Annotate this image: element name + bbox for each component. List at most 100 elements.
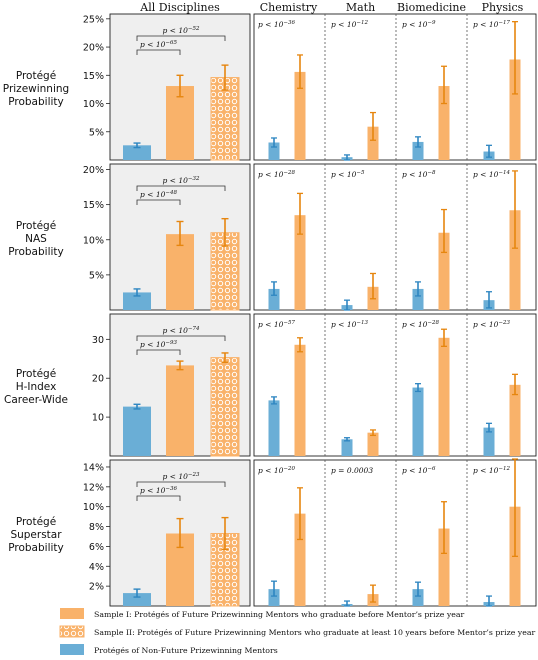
- discipline-pvalue: p < 10−28: [402, 320, 440, 329]
- y-tick-label: 5%: [89, 127, 104, 138]
- bar-all-sample1: [166, 234, 194, 310]
- significance-bracket: [136, 35, 226, 41]
- row-label-line: Prizewinning: [3, 83, 69, 95]
- discipline-pvalue: p < 10−9: [402, 20, 436, 29]
- legend: Sample I: Protégés of Future Prizewinnin…: [59, 608, 535, 655]
- column-title-chemistry: Chemistry: [260, 1, 318, 14]
- y-tick-label: 5%: [89, 270, 104, 281]
- bracket-line: [136, 495, 181, 501]
- y-tick-label: 10: [92, 413, 104, 424]
- pvalue-exponent: −23: [498, 320, 510, 326]
- legend-label-nonfuture: Protégés of Non-Future Prizewinning Ment…: [94, 646, 278, 655]
- discipline-pvalue: p < 10−28: [258, 170, 296, 179]
- row-label-line: H-Index: [16, 381, 57, 393]
- bracket-line: [136, 199, 181, 205]
- legend-swatch-sample2: [59, 625, 85, 638]
- pvalue-exponent: −14: [498, 170, 510, 176]
- bar-all-nonfuture: [123, 145, 151, 160]
- legend-label-sample2: Sample II: Protégés of Future Prizewinni…: [94, 628, 535, 637]
- bracket-pvalue: p < 10−65: [140, 40, 178, 49]
- bar-chemistry-sample1: [294, 513, 306, 606]
- pvalue-exponent: −20: [283, 466, 295, 472]
- bar-all-nonfuture: [123, 406, 151, 456]
- chart-text: All Disciplines Chemistry Math Biomedicine P…: [3, 1, 524, 593]
- bar-physics-sample1: [509, 210, 521, 310]
- significance-bracket: [136, 481, 226, 487]
- pvalue-exponent: −74: [188, 326, 200, 332]
- legend-label-sample1: Sample I: Protégés of Future Prizewinnin…: [94, 610, 464, 619]
- row-label-line: NAS: [25, 233, 47, 245]
- bar-math-nonfuture: [341, 439, 353, 456]
- row-label-line: Protégé: [16, 368, 56, 380]
- y-tick-label: 20%: [83, 165, 104, 176]
- bar-all-sample1: [166, 86, 194, 160]
- discipline-pvalue: p < 10−23: [473, 320, 511, 329]
- y-tick-label: 10%: [83, 502, 104, 513]
- y-tick-label: 6%: [89, 542, 104, 553]
- y-tick-label: 12%: [83, 482, 104, 493]
- pvalue-exponent: −65: [165, 40, 177, 46]
- significance-bracket: [136, 495, 181, 501]
- bar-chemistry-nonfuture: [268, 142, 280, 160]
- discipline-pvalue: p < 10−12: [473, 466, 511, 475]
- significance-bracket: [136, 199, 181, 205]
- bracket-pvalue: p < 10−23: [162, 472, 200, 481]
- row-label-line: Probability: [8, 96, 64, 108]
- column-title-physics: Physics: [482, 1, 524, 14]
- pvalue-exponent: −12: [498, 466, 510, 472]
- bar-chemistry-sample1: [294, 215, 306, 310]
- bar-chemistry-nonfuture: [268, 288, 280, 310]
- bar-biomedicine-sample1: [438, 86, 450, 160]
- pvalue-exponent: −36: [283, 20, 295, 26]
- row-label-line: Protégé: [16, 70, 56, 82]
- legend-swatch-sample1: [60, 608, 84, 619]
- bracket-pvalue: p < 10−74: [162, 326, 200, 335]
- column-title-all-disciplines: All Disciplines: [139, 1, 220, 14]
- discipline-pvalue: p < 10−14: [473, 170, 511, 179]
- significance-bracket: [136, 335, 226, 341]
- pvalue-exponent: −17: [498, 20, 510, 26]
- pvalue-exponent: −5: [356, 170, 365, 176]
- row-label-line: Career-Wide: [4, 394, 68, 406]
- bar-all-nonfuture: [123, 292, 151, 310]
- bracket-line: [136, 349, 181, 355]
- column-title-math: Math: [346, 1, 375, 14]
- column-title-biomedicine: Biomedicine: [397, 1, 466, 14]
- discipline-pvalue: p < 10−17: [473, 20, 511, 29]
- pvalue-exponent: −6: [427, 466, 436, 472]
- discipline-pvalue: p < 10−6: [402, 466, 436, 475]
- bracket-pvalue: p < 10−32: [162, 176, 200, 185]
- discipline-pvalue: p < 10−36: [258, 20, 296, 29]
- bar-all-sample2: [210, 357, 240, 457]
- bar-biomedicine-sample1: [438, 528, 450, 606]
- pvalue-exponent: −13: [356, 320, 368, 326]
- pvalue-exponent: −57: [283, 320, 295, 326]
- discipline-pvalue: p < 10−57: [258, 320, 296, 329]
- bar-biomedicine-nonfuture: [412, 589, 424, 606]
- pvalue-exponent: −52: [188, 26, 200, 32]
- bar-biomedicine-nonfuture: [412, 288, 424, 310]
- pvalue-exponent: −9: [427, 20, 436, 26]
- y-tick-label: 20: [92, 374, 104, 385]
- bar-chemistry-nonfuture: [268, 400, 280, 456]
- pvalue-exponent: −8: [427, 170, 436, 176]
- y-tick-label: 30: [92, 335, 104, 346]
- significance-bracket: [136, 49, 181, 55]
- bar-chemistry-sample1: [294, 344, 306, 456]
- y-tick-label: 4%: [89, 562, 104, 573]
- discipline-pvalue: p < 10−8: [402, 170, 436, 179]
- y-tick-label: 10%: [83, 99, 104, 110]
- pvalue-exponent: −93: [165, 340, 177, 346]
- discipline-pvalue: p < 10−13: [331, 320, 369, 329]
- bar-all-sample1: [166, 365, 194, 456]
- row-label-line: Probability: [8, 246, 64, 258]
- bracket-line: [136, 49, 181, 55]
- pvalue-exponent: −23: [188, 472, 200, 478]
- pvalue-exponent: −36: [165, 486, 177, 492]
- pvalue-exponent: −32: [188, 176, 200, 182]
- bar-physics-sample1: [509, 384, 521, 456]
- discipline-pvalue: p < 10−5: [331, 170, 365, 179]
- y-tick-label: 14%: [83, 462, 104, 473]
- pvalue-exponent: −28: [283, 170, 295, 176]
